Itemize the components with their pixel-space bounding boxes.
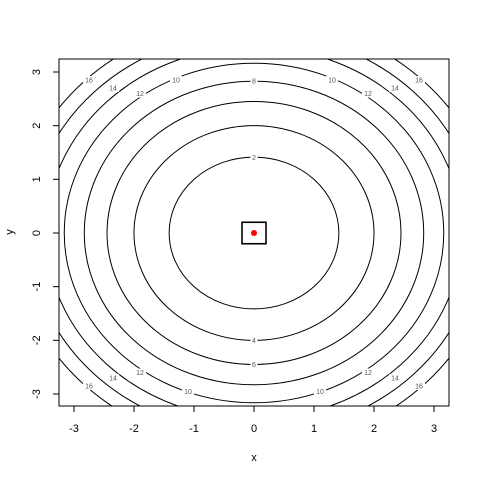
contour-label-gap xyxy=(107,84,119,93)
y-tick-label: -1 xyxy=(31,282,43,292)
contour-label-8: 8 xyxy=(252,79,256,86)
contour-label-12: 12 xyxy=(136,91,144,98)
y-tick-label: 3 xyxy=(31,69,43,75)
x-tick-label: 2 xyxy=(371,423,377,435)
contour-label-6: 6 xyxy=(252,362,256,369)
contour-label-16: 16 xyxy=(85,383,93,390)
contour-label-gap xyxy=(362,368,374,377)
contour-label-12: 12 xyxy=(364,370,372,377)
contour-label-14: 14 xyxy=(109,375,117,382)
x-tick-label: -3 xyxy=(69,423,79,435)
contour-label-16: 16 xyxy=(415,383,423,390)
contour-label-gap xyxy=(362,89,374,98)
contour-label-12: 12 xyxy=(136,370,144,377)
contour-label-10: 10 xyxy=(316,389,324,396)
contour-label-gap xyxy=(250,360,258,369)
y-axis-title: y xyxy=(4,229,16,235)
contour-label-gap xyxy=(134,368,146,377)
contour-label-gap xyxy=(134,89,146,98)
contour-label-2: 2 xyxy=(252,155,256,162)
y-tick-label: -2 xyxy=(31,335,43,345)
contour-label-4: 4 xyxy=(252,338,256,345)
x-tick-label: -2 xyxy=(129,423,139,435)
contour-label-10: 10 xyxy=(184,389,192,396)
marker-layer xyxy=(241,221,267,245)
x-axis: -3 -2 -1 0 1 2 3 xyxy=(69,405,437,435)
x-tick-label: 0 xyxy=(251,423,257,435)
contour-labels: 2 4 6 8 10 10 10 10 12 12 12 12 14 14 14 14 16 16 16 16 xyxy=(83,76,425,396)
center-point xyxy=(251,230,257,236)
contour-label-gap xyxy=(182,387,194,396)
contour-label-gap xyxy=(250,77,258,86)
contour-label-gap xyxy=(107,373,119,382)
contour-label-gap xyxy=(389,373,401,382)
contour-label-gap xyxy=(413,76,425,85)
contour-label-12: 12 xyxy=(364,91,372,98)
contour-label-gap xyxy=(83,76,95,85)
y-axis: -3 -2 -1 0 1 2 3 xyxy=(31,69,60,399)
contour-label-10: 10 xyxy=(328,78,336,85)
y-tick-label: 0 xyxy=(31,230,43,236)
contour-label-gap xyxy=(170,76,182,85)
contour-label-gap xyxy=(250,336,258,345)
contour-label-14: 14 xyxy=(391,86,399,93)
y-tick-label: 2 xyxy=(31,123,43,129)
contour-label-16: 16 xyxy=(85,78,93,85)
contour-label-10: 10 xyxy=(172,78,180,85)
contour-label-gap xyxy=(314,387,326,396)
x-tick-label: 3 xyxy=(431,423,437,435)
contour-label-14: 14 xyxy=(109,86,117,93)
contour-label-gap xyxy=(326,76,338,85)
marker-box xyxy=(241,221,267,245)
contour-label-gap xyxy=(83,381,95,390)
y-tick-label: -3 xyxy=(31,389,43,399)
contour-label-gap xyxy=(413,381,425,390)
contour-label-gap xyxy=(250,153,258,162)
contour-label-gap xyxy=(389,84,401,93)
y-tick-label: 1 xyxy=(31,176,43,182)
x-tick-label: -1 xyxy=(189,423,199,435)
contour-label-16: 16 xyxy=(415,78,423,85)
contour-line-10 xyxy=(63,62,445,404)
contour-label-14: 14 xyxy=(391,375,399,382)
x-axis-title: x xyxy=(251,452,257,464)
x-tick-label: 1 xyxy=(311,423,317,435)
